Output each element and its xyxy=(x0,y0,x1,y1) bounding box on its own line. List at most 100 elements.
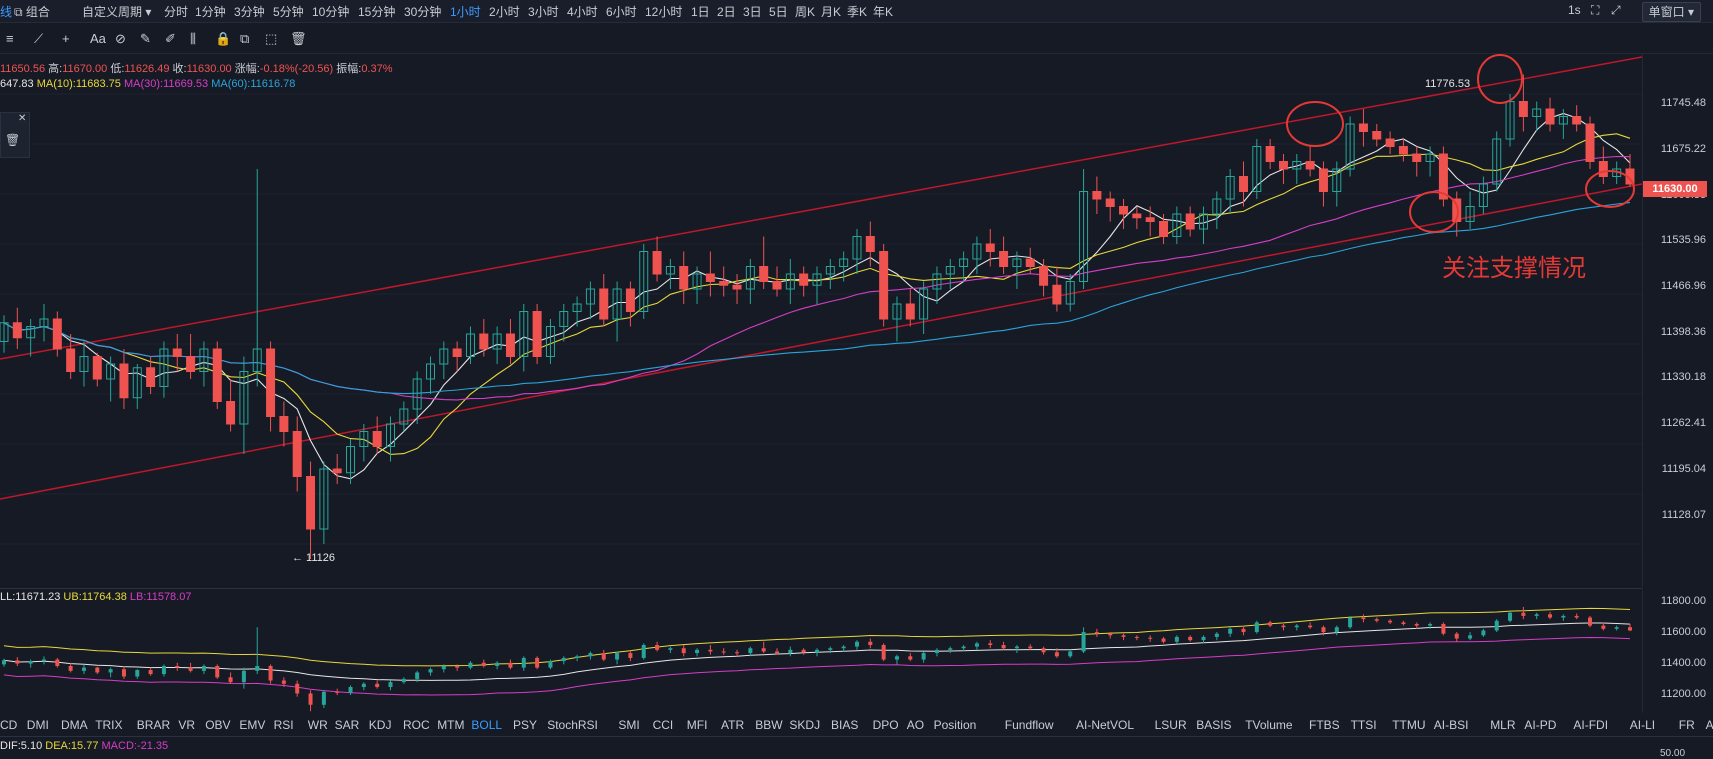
period-tab-16[interactable]: 5日 xyxy=(769,5,788,19)
period-tab-13[interactable]: 1日 xyxy=(691,5,710,19)
indicator-tab-mfi[interactable]: MFI xyxy=(686,718,708,732)
period-tab-15[interactable]: 3日 xyxy=(743,5,762,19)
indicator-tab-dpo[interactable]: DPO xyxy=(872,718,899,732)
indicator-tab-psy[interactable]: PSY xyxy=(513,718,538,732)
candle-body xyxy=(999,251,1009,267)
indicator-tab-brar[interactable]: BRAR xyxy=(136,718,171,732)
boll-candle-body xyxy=(1348,617,1353,628)
indicator-tab-mlr[interactable]: MLR xyxy=(1490,718,1516,732)
indicator-tab-ai-bsi[interactable]: AI-BSI xyxy=(1433,718,1469,732)
period-tab-14[interactable]: 2日 xyxy=(717,5,736,19)
candle-body xyxy=(799,273,809,286)
indicator-tab-ai-netvol[interactable]: AI-NetVOL xyxy=(1076,718,1135,732)
close-icon[interactable]: ✕ xyxy=(18,113,27,124)
indicator-tab-cci[interactable]: CCI xyxy=(652,718,674,732)
boll-candle-body xyxy=(588,653,593,657)
line-tool-icon[interactable]: ⟋ xyxy=(34,31,44,46)
amp-label: 振幅: xyxy=(336,63,362,75)
combo-button[interactable]: ⧉ 组合 xyxy=(14,3,50,20)
period-tab-3[interactable]: 5分钟 xyxy=(273,5,304,19)
boll-candle-body xyxy=(188,667,193,671)
boll-candle-body xyxy=(55,659,60,666)
period-tab-5[interactable]: 15分钟 xyxy=(358,5,396,19)
period-tab-8[interactable]: 2小时 xyxy=(489,5,520,19)
expand-icon[interactable]: ⤢ xyxy=(1611,3,1621,17)
boll-candle-body xyxy=(15,660,20,664)
ruler-icon[interactable]: ✎ xyxy=(140,31,151,46)
indicator-tab-obv[interactable]: OBV xyxy=(205,718,231,732)
indicator-tab-smi[interactable]: SMI xyxy=(618,718,640,732)
indicator-tab-roc[interactable]: ROC xyxy=(403,718,430,732)
indicator-tab-cd[interactable]: CD xyxy=(0,718,18,732)
interval-button[interactable]: 1s xyxy=(1568,3,1581,17)
pattern-icon[interactable]: ⫼ xyxy=(190,31,196,46)
indicator-tab-sar[interactable]: SAR xyxy=(334,718,360,732)
indicator-tab-tvolume[interactable]: TVolume xyxy=(1245,718,1293,732)
indicator-tab-trix[interactable]: TRIX xyxy=(95,718,123,732)
period-tab-6[interactable]: 30分钟 xyxy=(404,5,442,19)
indicator-tab-ftbs[interactable]: FTBS xyxy=(1309,718,1340,732)
indicator-tab-dmi[interactable]: DMI xyxy=(26,718,49,732)
boll-chart[interactable] xyxy=(0,589,1642,713)
indicator-tab-rsi[interactable]: RSI xyxy=(273,718,294,732)
indicator-tab-atr[interactable]: ATR xyxy=(721,718,745,732)
period-tab-17[interactable]: 周K xyxy=(795,5,816,19)
indicator-tab-boll[interactable]: BOLL xyxy=(471,718,503,732)
candle-body xyxy=(279,416,289,432)
indicator-tab-ai-li[interactable]: AI-LI xyxy=(1629,718,1656,732)
indicator-tab-ao[interactable]: AO xyxy=(906,718,925,732)
window-mode-dropdown[interactable]: 单窗口 ▾ xyxy=(1641,2,1701,22)
lock-icon[interactable]: 🔒 xyxy=(215,31,232,46)
line-mode-button[interactable]: 线 xyxy=(0,5,13,19)
custom-period-dropdown[interactable]: 自定义周期 ▾ xyxy=(82,3,151,20)
indicator-tab-stochrsi[interactable]: StochRSI xyxy=(547,718,598,732)
period-tab-4[interactable]: 10分钟 xyxy=(312,5,350,19)
indicator-tab-emv[interactable]: EMV xyxy=(239,718,266,732)
indicator-tab-kdj[interactable]: KDJ xyxy=(368,718,392,732)
period-tab-1[interactable]: 1分钟 xyxy=(195,5,226,19)
indicator-tab-fr[interactable]: FR xyxy=(1678,718,1695,732)
candle-body xyxy=(692,273,702,290)
indicator-tab-dma[interactable]: DMA xyxy=(61,718,88,732)
indicator-tab-ttmu[interactable]: TTMU xyxy=(1392,718,1426,732)
screenshot-icon[interactable]: ⬚ xyxy=(265,31,278,46)
annotation-circle xyxy=(1286,101,1344,147)
indicator-tab-mtm[interactable]: MTM xyxy=(437,718,465,732)
period-tab-0[interactable]: 分时 xyxy=(164,5,189,19)
indicator-tab-ai-fdi[interactable]: AI-FDI xyxy=(1573,718,1609,732)
period-tab-12[interactable]: 12小时 xyxy=(645,5,683,19)
price-chart[interactable] xyxy=(0,54,1642,588)
indicator-tab-bias[interactable]: BIAS xyxy=(831,718,859,732)
fullscreen-icon[interactable]: ⛶ xyxy=(1591,3,1600,17)
delete-icon[interactable]: 🗑 xyxy=(290,31,307,46)
top-toolbar: 线 ⧉ 组合 自定义周期 ▾ 分时 1分钟 3分钟 5分钟 10分钟 15分钟 30分钟 1小… xyxy=(0,0,1713,23)
boll-candle-body xyxy=(1374,619,1379,621)
shape-tool-icon[interactable]: ⊘ xyxy=(115,31,126,46)
menu-icon[interactable]: ≡ xyxy=(6,31,14,46)
indicator-tab-lsur[interactable]: LSUR xyxy=(1154,718,1187,732)
period-tab-20[interactable]: 年K xyxy=(873,5,894,19)
indicator-tab-wr[interactable]: WR xyxy=(307,718,328,732)
period-tab-10[interactable]: 4小时 xyxy=(567,5,598,19)
boll-candle-body xyxy=(641,645,646,658)
indicator-tab-ttsi[interactable]: TTSI xyxy=(1350,718,1377,732)
indicator-tab-ai-pd[interactable]: AI-PD xyxy=(1524,718,1557,732)
copy-icon[interactable]: ⧉ xyxy=(240,31,250,46)
indicator-tab-bbw[interactable]: BBW xyxy=(755,718,783,732)
text-tool-icon[interactable]: Aa xyxy=(90,31,106,46)
indicator-tab-ai-bst[interactable]: AI-BST xyxy=(1705,718,1713,732)
period-tab-2[interactable]: 3分钟 xyxy=(234,5,265,19)
crosshair-icon[interactable]: + xyxy=(62,31,70,46)
candle-body xyxy=(559,311,569,327)
period-tab-9[interactable]: 3小时 xyxy=(528,5,559,19)
indicator-tab-vr[interactable]: VR xyxy=(178,718,196,732)
indicator-tab-basis[interactable]: BASIS xyxy=(1196,718,1232,732)
indicator-tab-skdj[interactable]: SKDJ xyxy=(789,718,821,732)
brush-icon[interactable]: ✐ xyxy=(165,31,176,46)
indicator-tab-fundflow[interactable]: Fundflow xyxy=(1004,718,1054,732)
period-tab-18[interactable]: 月K xyxy=(821,5,842,19)
period-tab-11[interactable]: 6小时 xyxy=(606,5,637,19)
period-tab-19[interactable]: 季K xyxy=(847,5,868,19)
indicator-tab-position[interactable]: Position xyxy=(933,718,977,732)
period-tab-7[interactable]: 1小时 xyxy=(450,5,481,19)
